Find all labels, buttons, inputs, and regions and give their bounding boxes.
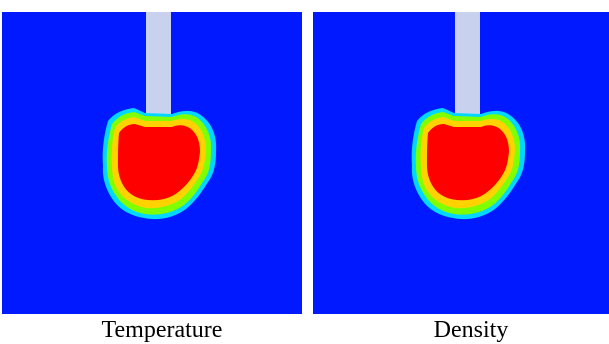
temperature-panel xyxy=(2,12,302,314)
density-inner-blob xyxy=(427,124,509,201)
temperature-rod xyxy=(146,12,171,127)
density-caption: Density xyxy=(433,317,509,343)
temperature-inner-blob xyxy=(118,124,200,201)
density-rod xyxy=(455,12,480,127)
density-panel xyxy=(313,12,609,314)
temperature-caption: Temperature xyxy=(101,317,223,343)
